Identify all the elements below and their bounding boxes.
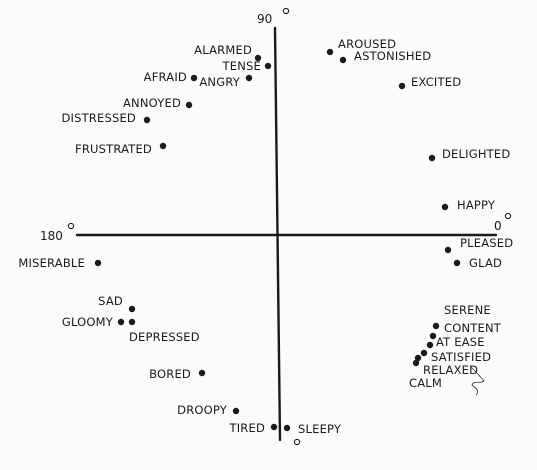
- affect-label-pleased: PLEASED: [460, 236, 513, 250]
- affect-label-sad: SAD: [98, 294, 123, 308]
- affect-point-satisfied: [420, 349, 428, 357]
- axis-label-right: 0: [494, 219, 502, 233]
- affect-point-afraid: [190, 74, 198, 82]
- affect-point-glad: [453, 259, 461, 267]
- affect-label-annoyed: ANNOYED: [123, 96, 181, 110]
- degree-symbol-right: [504, 212, 512, 220]
- affect-point-angry: [245, 74, 253, 82]
- affect-point-tense: [264, 62, 272, 70]
- affect-label-calm: CALM: [409, 376, 442, 390]
- affect-label-happy: HAPPY: [457, 198, 496, 212]
- affect-point-aroused: [326, 48, 334, 56]
- affect-point-bored: [198, 369, 206, 377]
- affect-point-miserable: [94, 259, 102, 267]
- affect-label-depressed: DEPRESSED: [129, 330, 200, 344]
- affect-point-pleased: [444, 246, 452, 254]
- axis-label-top: 90: [257, 12, 272, 26]
- affect-point-excited: [398, 82, 406, 90]
- affect-label-satisfied: SATISFIED: [431, 350, 491, 364]
- affect-point-content: [429, 332, 437, 340]
- affect-point-droopy: [232, 407, 240, 415]
- affect-point-sleepy: [283, 424, 291, 432]
- affect-point-happy: [441, 203, 449, 211]
- affect-label-relaxed: RELAXED: [423, 363, 478, 377]
- affect-point-annoyed: [185, 101, 193, 109]
- affect-label-afraid: AFRAID: [144, 70, 187, 84]
- affect-label-angry: ANGRY: [199, 75, 240, 89]
- affect-label-tired: TIRED: [228, 421, 265, 435]
- affect-label-miserable: MISERABLE: [18, 256, 85, 270]
- affect-point-sad: [128, 305, 136, 313]
- affect-point-frustrated: [159, 142, 167, 150]
- degree-symbol-bottom: [293, 438, 301, 446]
- affect-label-bored: BORED: [149, 367, 191, 381]
- affect-label-droopy: DROOPY: [177, 403, 228, 417]
- pencil-scribble: [469, 365, 485, 396]
- affect-label-frustrated: FRUSTRATED: [75, 142, 152, 156]
- affect-label-tense: TENSE: [222, 59, 261, 73]
- affect-label-excited: EXCITED: [411, 75, 461, 89]
- affect-label-content: CONTENT: [444, 321, 502, 335]
- affect-point-depressed: [128, 318, 136, 326]
- affect-point-calm: [412, 359, 420, 367]
- affect-label-serene: SERENE: [444, 303, 491, 317]
- affect-label-distressed: DISTRESSED: [61, 111, 136, 125]
- affect-label-glad: GLAD: [469, 256, 502, 270]
- affect-label-at-ease: AT EASE: [436, 335, 485, 349]
- affect-point-at-ease: [426, 341, 434, 349]
- affect-label-alarmed: ALARMED: [194, 43, 252, 57]
- affect-point-tired: [270, 423, 278, 431]
- affect-label-delighted: DELIGHTED: [442, 147, 510, 161]
- affect-label-astonished: ASTONISHED: [354, 49, 431, 63]
- axis-label-left: 180: [40, 229, 63, 243]
- affect-point-astonished: [339, 56, 347, 64]
- affect-point-alarmed: [254, 54, 262, 62]
- affect-point-delighted: [428, 154, 436, 162]
- affect-point-relaxed: [414, 354, 422, 362]
- affect-label-sleepy: SLEEPY: [298, 422, 342, 436]
- affect-label-gloomy: GLOOMY: [62, 315, 114, 329]
- affect-label-aroused: AROUSED: [338, 37, 396, 51]
- degree-symbol-top: [282, 7, 290, 15]
- affect-point-serene: [432, 322, 440, 330]
- affect-point-gloomy: [117, 318, 125, 326]
- degree-symbol-left: [67, 222, 75, 230]
- affect-point-distressed: [143, 116, 151, 124]
